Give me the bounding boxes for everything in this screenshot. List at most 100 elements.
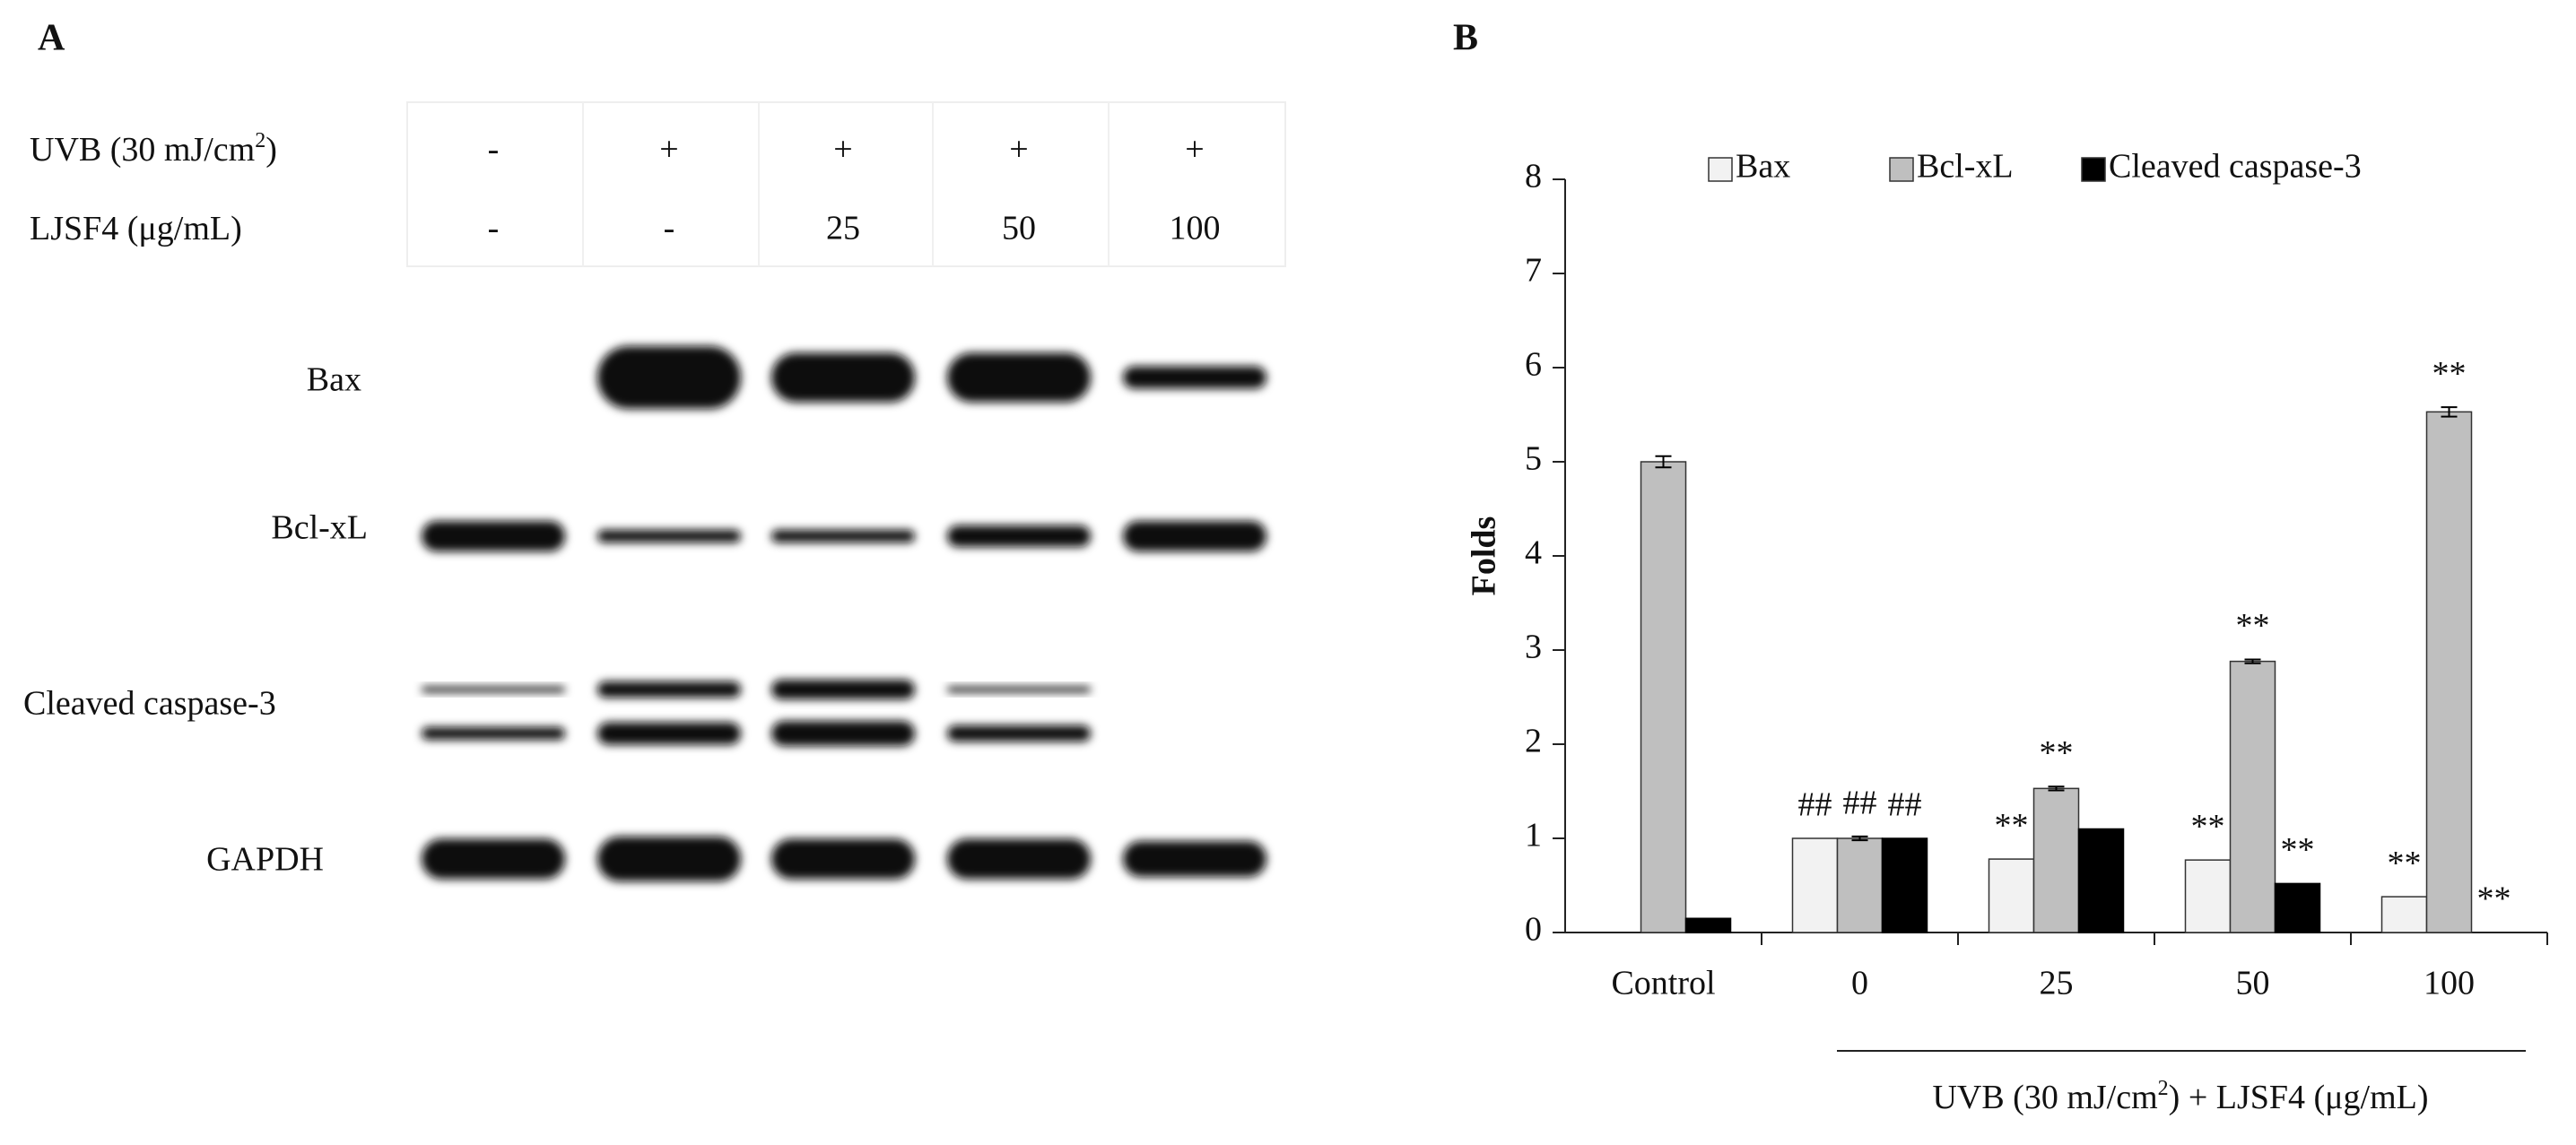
y-tick-label: 1 [1525, 817, 1542, 854]
treatment-value: - [488, 210, 500, 247]
treatment-table [406, 101, 1286, 267]
bar [1836, 837, 1884, 933]
blot-band [771, 352, 915, 403]
x-tick-label: 25 [2040, 965, 2074, 1002]
treatment-value: + [659, 131, 678, 169]
bar [2274, 882, 2321, 933]
treatment-label: UVB (30 mJ/cm2) [30, 129, 277, 169]
significance-mark: ** [2477, 880, 2511, 918]
y-tick-label: 8 [1525, 158, 1542, 195]
group-label-part: UVB (30 mJ/cm [1932, 1079, 2157, 1116]
legend-label: Bcl-xL [1917, 148, 2014, 186]
significance-mark: ** [2388, 845, 2422, 882]
y-axis-label: Folds [1466, 516, 1503, 596]
legend-swatch [1708, 157, 1733, 182]
group-label-part: ) + LJSF4 (μg/mL) [2169, 1079, 2429, 1116]
blot-band [947, 838, 1091, 880]
significance-mark: ** [1995, 807, 2029, 845]
bar [2032, 787, 2080, 933]
legend-label: Cleaved caspase-3 [2109, 148, 2362, 186]
blot-band [597, 681, 741, 698]
bar [1988, 858, 2035, 933]
treatment-value: 100 [1170, 210, 1221, 247]
blot-band [947, 525, 1091, 547]
y-tick-label: 7 [1525, 252, 1542, 290]
blot-band [771, 680, 915, 699]
band-label: Cleaved caspase-3 [23, 685, 276, 723]
bar [2077, 828, 2125, 933]
treatment-value: + [1185, 131, 1204, 169]
blot-band [422, 687, 565, 692]
treatment-value: - [488, 131, 500, 169]
legend-label: Bax [1736, 148, 1790, 186]
blot-band [771, 721, 915, 746]
blot-band [947, 725, 1091, 742]
treatment-label-part: LJSF4 (μg/mL) [30, 210, 242, 247]
blot-band [1123, 366, 1266, 389]
treatment-label-part: 2 [255, 129, 265, 152]
bar [2184, 859, 2232, 933]
significance-mark: ## [1888, 786, 1922, 824]
blot-band [1123, 841, 1266, 877]
error-bar [2441, 406, 2458, 418]
blot-band [597, 837, 741, 881]
treatment-label: LJSF4 (μg/mL) [30, 210, 242, 247]
blot-band [422, 727, 565, 740]
y-tick-label: 6 [1525, 346, 1542, 384]
x-tick-label: Control [1611, 965, 1715, 1002]
band-label: GAPDH [206, 841, 324, 879]
bar [2425, 411, 2473, 933]
significance-mark: ** [2432, 355, 2467, 393]
significance-mark: ** [2281, 831, 2315, 869]
blot [422, 346, 1266, 881]
y-tick-label: 4 [1525, 534, 1542, 572]
bar [2229, 660, 2276, 933]
significance-mark: ** [2236, 607, 2270, 645]
bar [1791, 837, 1839, 933]
treatment-value: + [1009, 131, 1028, 169]
significance-mark: ** [2040, 734, 2074, 772]
blot-band [1123, 521, 1266, 551]
significance-mark: ## [1843, 785, 1877, 822]
significance-mark: ** [2191, 808, 2225, 846]
error-bar [2048, 785, 2065, 792]
blot-band [947, 687, 1091, 692]
blot-band [597, 346, 741, 409]
x-tick-label: 0 [1851, 965, 1868, 1002]
error-bar [2244, 658, 2261, 664]
band-label: Bax [307, 361, 361, 399]
treatment-label-part: UVB (30 mJ/cm [30, 131, 255, 169]
treatment-value: + [833, 131, 852, 169]
legend-swatch [1889, 157, 1914, 182]
blot-band [422, 838, 565, 880]
treatment-value: 50 [1002, 210, 1036, 247]
y-tick-label: 3 [1525, 629, 1542, 666]
error-bar [1655, 455, 1672, 469]
blot-band [947, 352, 1091, 403]
significance-mark: ## [1798, 786, 1832, 824]
treatment-value: - [664, 210, 675, 247]
bar [1684, 917, 1732, 933]
blot-band [422, 521, 565, 551]
panel-label: A [38, 18, 65, 59]
bar [1640, 461, 1687, 933]
y-tick-label: 0 [1525, 911, 1542, 949]
band-label: Bcl-xL [271, 509, 368, 547]
group-label: UVB (30 mJ/cm2) + LJSF4 (μg/mL) [1932, 1077, 2428, 1116]
y-tick-label: 5 [1525, 440, 1542, 478]
error-bar [1851, 835, 1868, 842]
treatment-label-part: ) [265, 131, 277, 169]
blot-band [597, 530, 741, 542]
blot-band [771, 838, 915, 880]
group-label-part: 2 [2158, 1077, 2169, 1100]
y-tick-label: 2 [1525, 723, 1542, 760]
x-tick-label: 100 [2424, 965, 2475, 1002]
x-tick-label: 50 [2236, 965, 2270, 1002]
legend-swatch [2081, 157, 2106, 182]
bar [2380, 896, 2428, 933]
blot-band [597, 722, 741, 745]
blot-band [771, 530, 915, 542]
